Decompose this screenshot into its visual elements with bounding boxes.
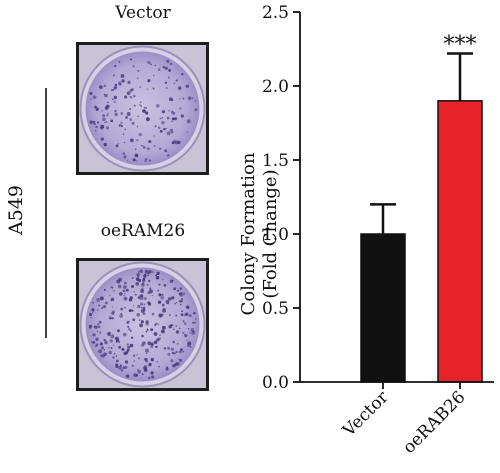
oeram26-colony-image [76,258,209,391]
y-tick-label: 0.0 [262,373,289,393]
y-tick-label: 2.0 [262,77,289,97]
y-axis-title-line1: Colony Formation [238,152,259,315]
y-tick-label: 0.5 [262,299,289,319]
bars: *** [360,32,483,383]
x-axis: Vector oeRAB26 [300,381,494,458]
y-axis: 0.0 0.5 1.0 1.5 2.0 2.5 [262,3,301,393]
bar-chart: Colony Formation (Fold Change) 0.0 0.5 1.0… [238,3,494,458]
top-image-label: Vector [114,3,171,23]
bottom-image-label: oeRAM26 [101,221,185,241]
x-tick-label-oerab26: oeRAB26 [399,387,469,457]
x-tick-label-vector: Vector [338,387,393,442]
y-tick-label: 2.5 [262,3,289,23]
y-tick-label: 1.5 [262,151,289,171]
y-axis-title-line2: (Fold Change) [260,169,281,298]
bar-vector [360,233,406,383]
cell-line-label: A549 [5,185,27,236]
bar-oerab26 [437,100,483,383]
significance-marker: *** [444,32,477,57]
vector-colony-image [76,42,209,175]
colony-dots-vector [89,58,198,162]
y-tick-label: 1.0 [262,225,289,245]
colony-dots-oeram26 [88,269,197,380]
